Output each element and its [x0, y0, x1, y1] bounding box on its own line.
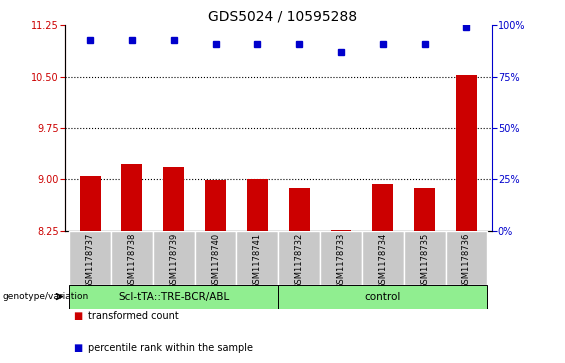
Bar: [205, 180, 226, 231]
Bar: [456, 75, 477, 231]
Bar: [331, 230, 351, 231]
Text: GSM1178741: GSM1178741: [253, 233, 262, 289]
Bar: [163, 167, 184, 231]
Text: percentile rank within the sample: percentile rank within the sample: [88, 343, 253, 354]
Bar: [153, 231, 194, 285]
Text: GSM1178736: GSM1178736: [462, 233, 471, 289]
Bar: [320, 231, 362, 285]
Bar: [69, 285, 279, 309]
Bar: [111, 231, 153, 285]
Text: GSM1178733: GSM1178733: [337, 233, 345, 289]
Bar: [236, 231, 279, 285]
Bar: [121, 164, 142, 231]
Bar: [362, 231, 404, 285]
Text: GSM1178738: GSM1178738: [127, 233, 136, 289]
Bar: [289, 188, 310, 231]
Bar: [279, 231, 320, 285]
Bar: [247, 179, 268, 231]
Bar: [279, 285, 488, 309]
Text: ■: ■: [73, 311, 82, 321]
Text: control: control: [364, 292, 401, 302]
Text: GSM1178740: GSM1178740: [211, 233, 220, 289]
Bar: [372, 184, 393, 231]
Text: GDS5024 / 10595288: GDS5024 / 10595288: [208, 9, 357, 23]
Text: GSM1178737: GSM1178737: [85, 233, 94, 289]
Bar: [446, 231, 488, 285]
Text: ScI-tTA::TRE-BCR/ABL: ScI-tTA::TRE-BCR/ABL: [118, 292, 229, 302]
Bar: [80, 176, 101, 231]
Text: transformed count: transformed count: [88, 311, 179, 321]
Text: ■: ■: [73, 343, 82, 354]
Bar: [404, 231, 446, 285]
Bar: [414, 188, 435, 231]
Bar: [194, 231, 236, 285]
Bar: [69, 231, 111, 285]
Text: genotype/variation: genotype/variation: [3, 292, 89, 301]
Text: GSM1178734: GSM1178734: [379, 233, 388, 289]
Text: GSM1178735: GSM1178735: [420, 233, 429, 289]
Text: GSM1178739: GSM1178739: [169, 233, 178, 289]
Text: GSM1178732: GSM1178732: [295, 233, 303, 289]
